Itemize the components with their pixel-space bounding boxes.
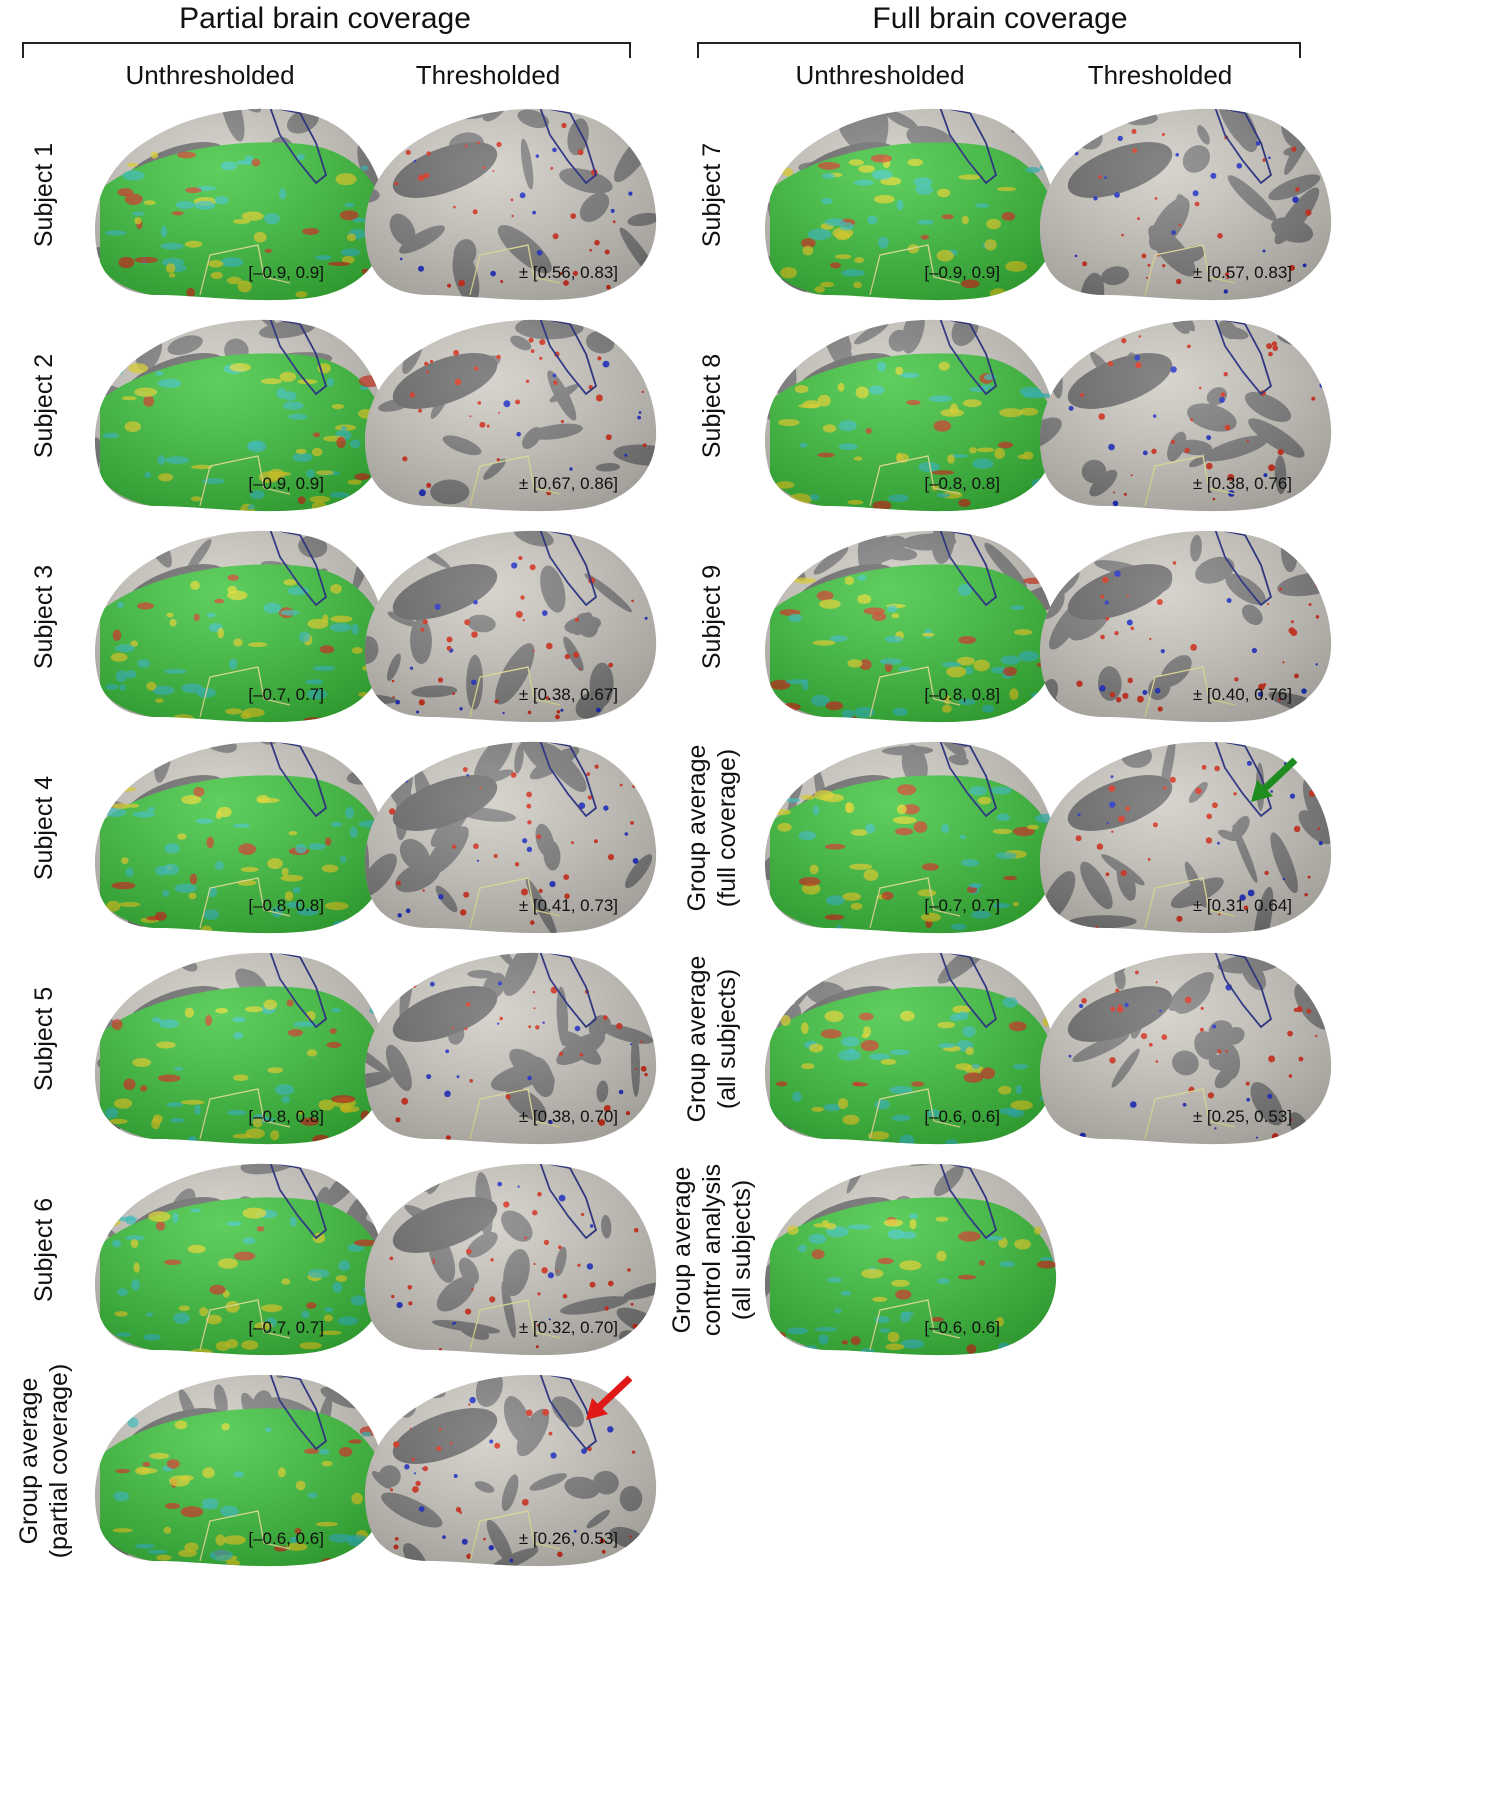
brain-partial-thresholded-6 [364,1163,657,1356]
brain-full-unthresholded-2 [764,319,1057,512]
range-partial-thresholded-4: ± [0.41, 0.73] [518,896,618,915]
range-partial-thresholded-2: ± [0.67, 0.86] [518,474,618,493]
range-full-thresholded-4: ± [0.31, 0.64] [1192,896,1292,915]
range-partial-unthresholded-5: [–0.8, 0.8] [248,1107,324,1126]
red-arrow [586,1375,633,1420]
brain-full-thresholded-2 [1039,319,1332,512]
col-header-full-unthresholded: Unthresholded [795,60,965,90]
range-full-unthresholded-1: [–0.9, 0.9] [924,263,1000,282]
brain-partial-unthresholded-2 [94,319,387,512]
row-label-partial-7: Group average (partial coverage) [15,1363,73,1559]
brain-partial-thresholded-2 [364,319,657,512]
brain-full-unthresholded-5 [764,952,1057,1145]
header-partial: Partial brain coverage [179,2,471,35]
brain-partial-unthresholded-6 [94,1163,387,1356]
brain-partial-thresholded-7 [364,1374,657,1567]
row-label-full-6: Group average control analysis (all subjec… [668,1163,756,1337]
brain-full-unthresholded-3 [764,530,1057,723]
range-partial-unthresholded-6: [–0.7, 0.7] [248,1318,324,1337]
row-label-full-4: Group average (full coverage) [683,744,741,912]
range-full-unthresholded-5: [–0.6, 0.6] [924,1107,1000,1126]
brain-partial-unthresholded-3 [94,530,387,723]
range-full-unthresholded-4: [–0.7, 0.7] [924,896,1000,915]
brain-partial-unthresholded-1 [94,108,387,301]
row-label-partial-6: Subject 6 [30,1197,58,1303]
brain-full-unthresholded-4 [764,741,1057,934]
range-partial-unthresholded-3: [–0.7, 0.7] [248,685,324,704]
range-partial-thresholded-1: ± [0.56, 0.83] [518,263,618,282]
row-label-partial-4: Subject 4 [30,775,58,881]
range-partial-thresholded-7: ± [0.26, 0.53] [518,1529,618,1548]
brain-partial-thresholded-1 [364,108,657,301]
header-full: Full brain coverage [872,2,1128,35]
brain-partial-unthresholded-7 [94,1374,387,1567]
range-full-thresholded-2: ± [0.38, 0.76] [1192,474,1292,493]
col-header-full-thresholded: Thresholded [1087,60,1233,90]
brain-full-unthresholded-6 [764,1163,1057,1356]
brain-partial-thresholded-5 [364,952,657,1145]
range-full-thresholded-3: ± [0.40, 0.76] [1192,685,1292,704]
row-label-partial-5: Subject 5 [30,986,58,1092]
brain-partial-unthresholded-4 [94,741,387,934]
range-full-unthresholded-2: [–0.8, 0.8] [924,474,1000,493]
row-label-partial-2: Subject 2 [30,353,58,459]
col-header-partial-unthresholded: Unthresholded [125,60,295,90]
row-label-full-5: Group average (all subjects) [683,955,741,1123]
row-label-full-1: Subject 7 [698,142,726,248]
range-partial-thresholded-3: ± [0.38, 0.67] [518,685,618,704]
brain-full-thresholded-3 [1039,530,1332,723]
range-partial-thresholded-6: ± [0.32, 0.70] [518,1318,618,1337]
brain-partial-thresholded-3 [364,530,657,723]
brain-full-thresholded-1 [1039,108,1332,301]
range-partial-thresholded-5: ± [0.38, 0.70] [518,1107,618,1126]
bracket-full [697,42,1301,58]
range-partial-unthresholded-4: [–0.8, 0.8] [248,896,324,915]
brain-full-unthresholded-1 [764,108,1057,301]
range-full-unthresholded-3: [–0.8, 0.8] [924,685,1000,704]
col-header-partial-thresholded: Thresholded [415,60,561,90]
row-label-full-2: Subject 8 [698,353,726,459]
range-full-thresholded-1: ± [0.57, 0.83] [1192,263,1292,282]
range-partial-unthresholded-7: [–0.6, 0.6] [248,1529,324,1548]
row-label-partial-1: Subject 1 [30,142,58,248]
row-label-partial-3: Subject 3 [30,564,58,670]
bracket-partial [22,42,631,58]
green-arrow [1251,757,1298,802]
row-label-full-3: Subject 9 [698,564,726,670]
brain-partial-thresholded-4 [364,741,657,934]
brain-partial-unthresholded-5 [94,952,387,1145]
brain-full-thresholded-4 [1039,741,1332,934]
brain-full-thresholded-5 [1039,952,1332,1145]
range-full-unthresholded-6: [–0.6, 0.6] [924,1318,1000,1337]
range-full-thresholded-5: ± [0.25, 0.53] [1192,1107,1292,1126]
range-partial-unthresholded-1: [–0.9, 0.9] [248,263,324,282]
range-partial-unthresholded-2: [–0.9, 0.9] [248,474,324,493]
